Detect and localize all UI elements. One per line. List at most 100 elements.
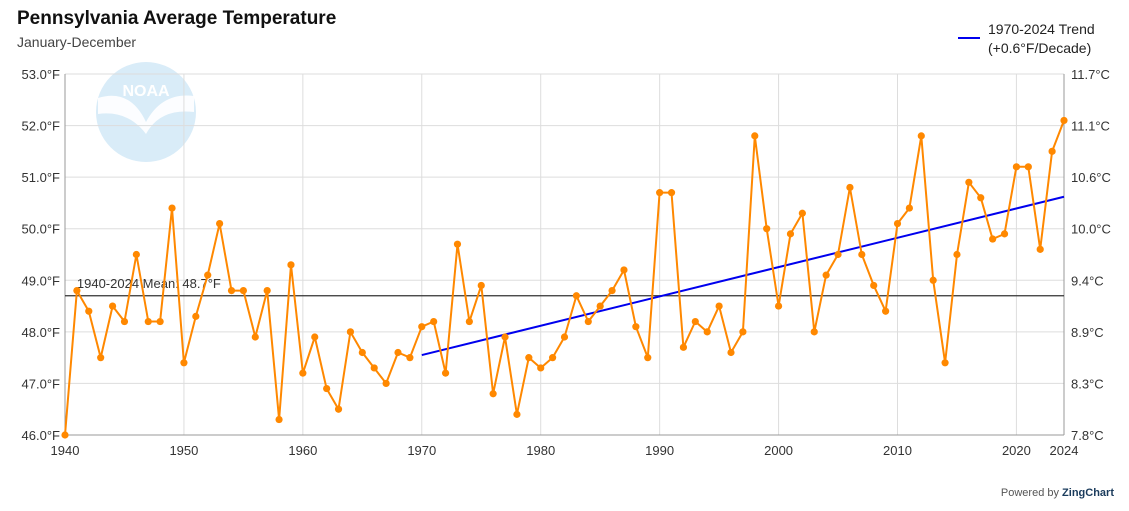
data-point[interactable]	[774, 302, 783, 310]
data-point[interactable]	[584, 317, 592, 326]
data-point[interactable]	[168, 204, 176, 212]
data-point[interactable]	[513, 410, 521, 418]
temperature-series	[61, 116, 1068, 439]
data-point[interactable]	[893, 219, 902, 228]
data-point[interactable]	[715, 302, 723, 310]
data-point[interactable]	[430, 317, 438, 326]
y2-tick-label: 8.9°C	[1071, 325, 1104, 340]
data-point[interactable]	[132, 250, 140, 259]
data-point[interactable]	[418, 323, 426, 331]
data-point[interactable]	[251, 333, 259, 341]
data-point[interactable]	[632, 323, 640, 331]
data-point[interactable]	[596, 302, 604, 310]
chart-subtitle: January-December	[17, 34, 137, 50]
data-point[interactable]	[501, 333, 509, 341]
data-point[interactable]	[180, 359, 188, 367]
data-point[interactable]	[727, 348, 735, 357]
data-point[interactable]	[216, 219, 224, 228]
data-point[interactable]	[108, 302, 117, 310]
data-point[interactable]	[989, 235, 997, 243]
data-point[interactable]	[846, 183, 854, 192]
data-point[interactable]	[549, 354, 557, 362]
data-point[interactable]	[656, 189, 664, 197]
data-point[interactable]	[334, 405, 343, 413]
data-point[interactable]	[382, 379, 390, 388]
data-point[interactable]	[1036, 245, 1044, 253]
data-point[interactable]	[870, 281, 878, 290]
data-point[interactable]	[144, 317, 152, 326]
data-point[interactable]	[525, 354, 533, 362]
powered-by-credit[interactable]: Powered by ZingChart	[1001, 487, 1114, 499]
data-point[interactable]	[227, 287, 236, 295]
data-point[interactable]	[1000, 230, 1009, 238]
data-point[interactable]	[156, 317, 164, 326]
data-point[interactable]	[834, 250, 842, 259]
data-point[interactable]	[192, 312, 200, 320]
data-point[interactable]	[275, 415, 283, 424]
data-point[interactable]	[858, 250, 866, 259]
x-tick-label: 1950	[169, 443, 198, 458]
noaa-logo-circle	[96, 62, 196, 162]
data-point[interactable]	[679, 343, 688, 351]
data-point[interactable]	[97, 354, 105, 362]
data-point[interactable]	[204, 271, 212, 279]
data-point[interactable]	[323, 384, 331, 393]
data-point[interactable]	[739, 328, 747, 336]
data-point[interactable]	[644, 354, 652, 362]
data-point[interactable]	[560, 333, 569, 341]
data-point[interactable]	[572, 292, 580, 300]
data-point[interactable]	[1012, 163, 1021, 171]
data-point[interactable]	[453, 240, 462, 248]
data-point[interactable]	[465, 317, 473, 326]
data-point[interactable]	[263, 287, 271, 295]
data-point[interactable]	[953, 250, 961, 259]
data-point[interactable]	[370, 364, 378, 372]
data-point[interactable]	[882, 307, 890, 315]
data-point[interactable]	[691, 317, 699, 326]
data-point[interactable]	[929, 276, 937, 284]
data-point[interactable]	[537, 364, 545, 372]
data-point[interactable]	[798, 209, 806, 217]
data-point[interactable]	[1060, 116, 1068, 125]
data-point[interactable]	[822, 271, 830, 279]
data-point[interactable]	[905, 204, 913, 212]
data-point[interactable]	[608, 287, 616, 295]
data-point[interactable]	[810, 328, 818, 336]
data-point[interactable]	[61, 431, 69, 439]
data-point[interactable]	[667, 189, 676, 197]
data-point[interactable]	[917, 132, 925, 140]
data-point[interactable]	[751, 132, 759, 140]
data-point[interactable]	[477, 281, 485, 290]
data-point[interactable]	[239, 287, 247, 295]
x-tick-label: 1960	[288, 443, 317, 458]
y-tick-label: 50.0°F	[22, 222, 61, 237]
data-point[interactable]	[311, 333, 319, 341]
data-point[interactable]	[786, 230, 795, 238]
data-point[interactable]	[73, 287, 81, 295]
y2-tick-label: 8.3°C	[1071, 376, 1104, 391]
data-point[interactable]	[489, 390, 497, 398]
data-point[interactable]	[120, 317, 129, 326]
data-point[interactable]	[406, 354, 414, 362]
y-tick-label: 51.0°F	[22, 170, 61, 185]
data-point[interactable]	[763, 225, 771, 233]
data-point[interactable]	[620, 266, 628, 274]
data-point[interactable]	[85, 307, 93, 315]
data-point[interactable]	[977, 194, 985, 202]
data-point[interactable]	[1048, 147, 1056, 155]
data-point[interactable]	[358, 348, 366, 357]
data-point[interactable]	[299, 369, 307, 377]
y2-tick-label: 11.7°C	[1071, 67, 1110, 82]
y2-tick-label: 10.6°C	[1071, 170, 1111, 185]
data-point[interactable]	[394, 348, 402, 357]
data-point[interactable]	[441, 369, 450, 377]
mean-label: 1940-2024 Mean: 48.7°F	[77, 276, 221, 291]
data-point[interactable]	[1024, 163, 1032, 171]
data-point[interactable]	[287, 261, 295, 269]
data-point[interactable]	[965, 178, 973, 186]
x-tick-label: 2010	[883, 443, 912, 458]
data-point[interactable]	[346, 328, 355, 336]
data-point[interactable]	[703, 328, 711, 336]
data-point[interactable]	[941, 359, 949, 367]
